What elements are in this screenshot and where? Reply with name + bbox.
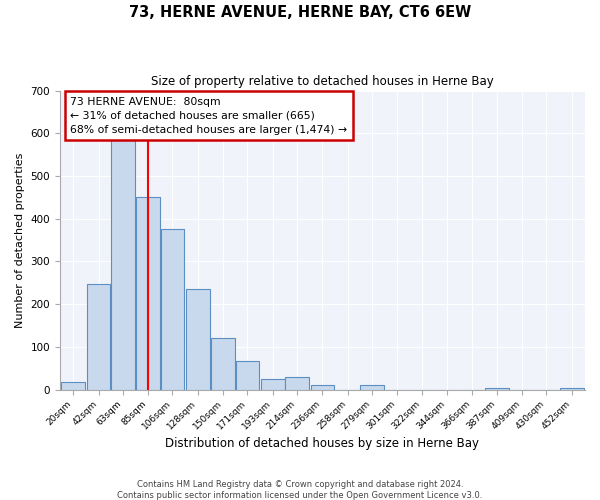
Title: Size of property relative to detached houses in Herne Bay: Size of property relative to detached ho… <box>151 75 494 88</box>
Y-axis label: Number of detached properties: Number of detached properties <box>15 152 25 328</box>
Bar <box>111 140 134 390</box>
Bar <box>161 230 184 390</box>
Bar <box>285 377 309 390</box>
Bar <box>86 284 110 390</box>
Bar <box>311 384 334 390</box>
Bar <box>186 289 209 390</box>
Bar <box>560 388 584 390</box>
Text: Contains HM Land Registry data © Crown copyright and database right 2024.
Contai: Contains HM Land Registry data © Crown c… <box>118 480 482 500</box>
Text: 73, HERNE AVENUE, HERNE BAY, CT6 6EW: 73, HERNE AVENUE, HERNE BAY, CT6 6EW <box>129 5 471 20</box>
Bar <box>360 386 384 390</box>
X-axis label: Distribution of detached houses by size in Herne Bay: Distribution of detached houses by size … <box>166 437 479 450</box>
Bar <box>485 388 509 390</box>
Bar <box>136 198 160 390</box>
Bar <box>61 382 85 390</box>
Bar <box>211 338 235 390</box>
Text: 73 HERNE AVENUE:  80sqm
← 31% of detached houses are smaller (665)
68% of semi-d: 73 HERNE AVENUE: 80sqm ← 31% of detached… <box>70 96 347 134</box>
Bar <box>261 379 285 390</box>
Bar <box>236 361 259 390</box>
